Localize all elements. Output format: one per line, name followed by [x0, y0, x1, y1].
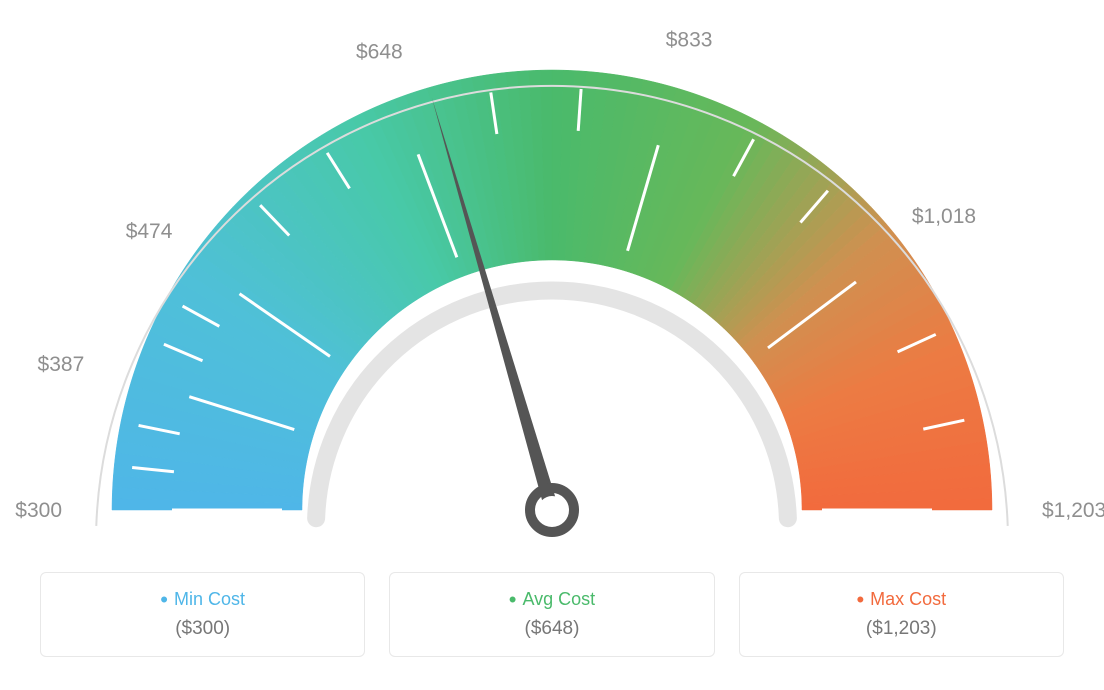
legend-card: •Avg Cost ($648)	[389, 572, 714, 657]
tick-label: $387	[38, 353, 85, 376]
legend-title: • Min Cost	[53, 589, 352, 610]
gauge-chart: $300 $387 $474 $648 $833 $1,018 $1,203	[0, 0, 1104, 560]
tick-label: $1,018	[912, 205, 976, 228]
legend-row: •Min Cost($300)•Avg Cost($648)•Max Cost(…	[0, 560, 1104, 681]
legend-title-text: Max Cost	[870, 589, 946, 609]
tick-label: $833	[666, 29, 713, 52]
tick-label: $1,203	[1042, 499, 1104, 522]
legend-title: •Avg Cost	[402, 589, 701, 610]
gauge-svg: $300 $387 $474 $648 $833 $1,018 $1,203	[0, 0, 1104, 560]
legend-value: ($648)	[402, 618, 701, 640]
legend-value: ($1,203)	[752, 618, 1051, 640]
legend-card: • Min Cost ($300)	[40, 572, 365, 657]
legend-dot-icon: •	[856, 587, 864, 612]
legend-dot-icon: •	[160, 587, 168, 612]
tick-label: $474	[126, 220, 173, 243]
legend-value: ($300)	[53, 618, 352, 640]
legend-title-text: Min Cost	[174, 589, 245, 609]
legend-title: • Max Cost	[752, 589, 1051, 610]
legend-title-text: Avg Cost	[522, 589, 595, 609]
tick-label: $648	[356, 40, 403, 63]
needle-hub-inner	[538, 496, 566, 524]
legend-dot-icon: •	[509, 587, 517, 612]
tick-label: $300	[15, 499, 62, 522]
legend-card: • Max Cost ($1,203)	[739, 572, 1064, 657]
